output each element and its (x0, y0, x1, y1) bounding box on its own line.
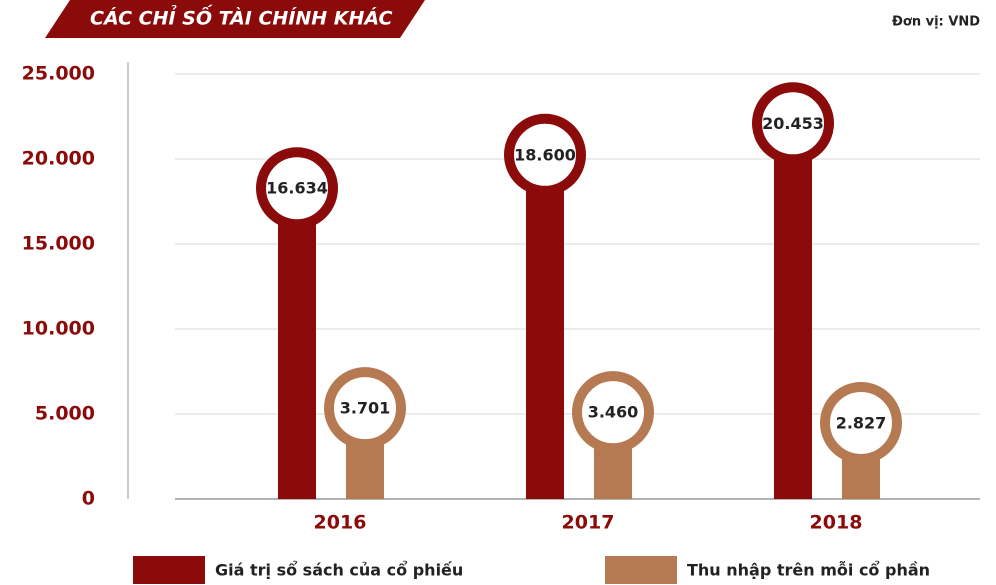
legend-label: Giá trị sổ sách của cổ phiếu (215, 561, 463, 580)
legend-swatch (605, 556, 677, 584)
value-label: 20.453 (762, 114, 824, 133)
bar-cap (572, 371, 654, 454)
unit-note: Đơn vị: VND (892, 15, 980, 30)
chart-title: CÁC CHỈ SỐ TÀI CHÍNH KHÁC (90, 4, 393, 30)
y-tick-label: 15.000 (22, 233, 95, 255)
bar-cap (504, 113, 586, 196)
y-tick-label: 0 (82, 488, 95, 510)
bar (774, 151, 812, 499)
value-label: 18.600 (514, 145, 576, 164)
value-label: 3.701 (340, 399, 391, 418)
y-tick-label: 10.000 (22, 318, 95, 340)
legend-swatch (133, 556, 205, 584)
x-tick-label: 2016 (314, 512, 367, 534)
bar-cap (256, 147, 338, 230)
bar-cap (752, 82, 834, 165)
legend-label: Thu nhập trên mỗi cổ phần (687, 561, 930, 580)
bar (278, 216, 316, 500)
y-tick-label: 20.000 (22, 148, 95, 170)
bar-cap (324, 367, 406, 450)
y-tick-label: 25.000 (22, 63, 95, 85)
value-label: 2.827 (836, 413, 887, 432)
title-banner (45, 0, 425, 38)
y-tick-label: 5.000 (35, 403, 95, 425)
x-tick-label: 2018 (810, 512, 863, 534)
bar (526, 182, 564, 500)
bar-cap (820, 381, 902, 464)
value-label: 16.634 (266, 179, 328, 198)
x-tick-label: 2017 (562, 512, 615, 534)
value-label: 3.460 (588, 403, 639, 422)
